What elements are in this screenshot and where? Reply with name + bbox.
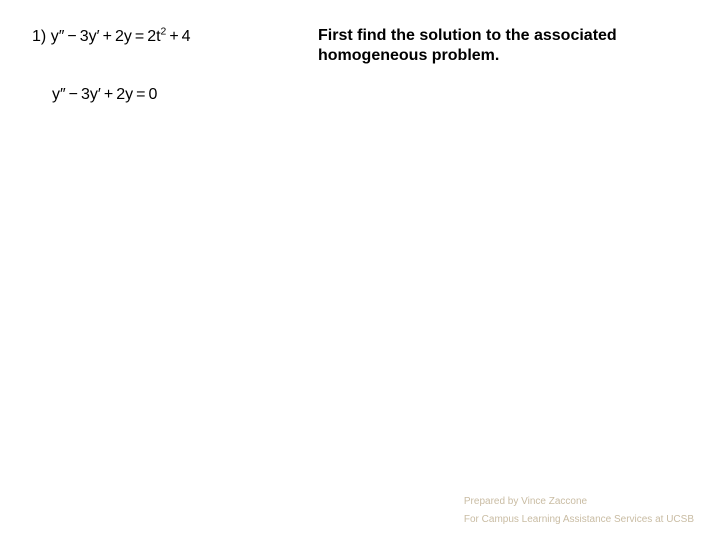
eq2-term-ypp: y″ bbox=[52, 86, 66, 103]
eq1-op-minus: − bbox=[64, 28, 79, 45]
slide: 1) y″−3y′+2y=2t2+4 y″−3y′+2y=0 First fin… bbox=[0, 0, 720, 540]
eq1-rhs-4: 4 bbox=[182, 28, 191, 45]
eq1-term-2y: 2y bbox=[115, 28, 132, 45]
eq2-rhs-0: 0 bbox=[149, 86, 158, 103]
eq1-term-ypp: y″ bbox=[51, 28, 65, 45]
eq2-term-3yp: 3y′ bbox=[81, 86, 101, 103]
eq1-term-3yp: 3y′ bbox=[80, 28, 100, 45]
footer: Prepared by Vince Zaccone For Campus Lea… bbox=[464, 495, 694, 526]
eq1-label: 1) bbox=[32, 28, 46, 45]
eq1-op-eq: = bbox=[132, 28, 147, 45]
footer-line-1: Prepared by Vince Zaccone bbox=[464, 495, 694, 509]
footer-line-2: For Campus Learning Assistance Services … bbox=[464, 513, 694, 527]
eq2-term-2y: 2y bbox=[116, 86, 133, 103]
instruction-text: First find the solution to the associate… bbox=[318, 26, 678, 66]
eq1-op-plus2: + bbox=[166, 28, 181, 45]
eq1-rhs-2t: 2t bbox=[147, 28, 160, 45]
equation-2: y″−3y′+2y=0 bbox=[52, 86, 157, 104]
eq1-op-plus1: + bbox=[100, 28, 115, 45]
eq2-op-minus: − bbox=[66, 86, 81, 103]
eq2-op-plus: + bbox=[101, 86, 116, 103]
eq2-op-eq: = bbox=[133, 86, 148, 103]
equation-1: 1) y″−3y′+2y=2t2+4 bbox=[32, 28, 191, 46]
